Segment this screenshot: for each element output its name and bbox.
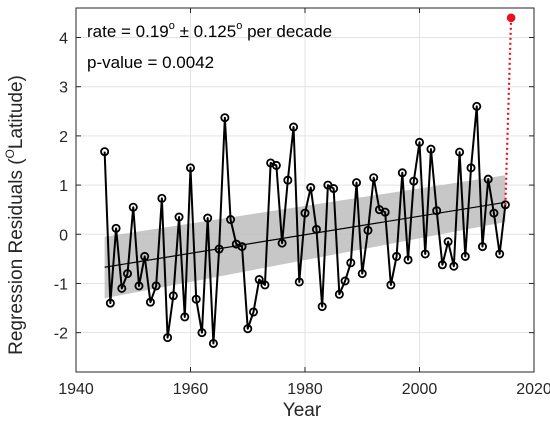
residual-point: [157, 193, 167, 203]
residual-point: [472, 101, 482, 111]
rate-sup-1: o: [169, 20, 175, 32]
x-tick-label: 1980: [287, 381, 323, 398]
residual-point: [380, 207, 390, 217]
highlight-series: [504, 13, 516, 205]
residual-point: [220, 113, 230, 123]
residual-point: [386, 280, 396, 290]
residual-point: [283, 175, 293, 185]
residual-point: [477, 242, 487, 252]
x-tick-label: 1940: [58, 381, 94, 398]
residual-point: [455, 147, 465, 157]
residual-point: [495, 249, 505, 259]
residual-point: [432, 206, 442, 216]
residual-point: [203, 213, 213, 223]
residual-point: [334, 289, 344, 299]
residual-point: [420, 249, 430, 259]
residual-point: [369, 173, 379, 183]
residual-point: [260, 280, 270, 290]
rate-sup-2: o: [236, 20, 242, 32]
residual-point: [329, 184, 339, 194]
residual-point: [163, 333, 173, 343]
residual-point: [357, 269, 367, 279]
residual-point: [437, 260, 447, 270]
x-axis-title: Year: [283, 400, 322, 421]
residual-point: [208, 338, 218, 348]
residual-point: [340, 276, 350, 286]
y-tick-label: 1: [59, 178, 68, 195]
residual-point: [100, 147, 110, 157]
axis-ticks: 1940 1960 1980 2000 2020 -2 -1 0 1 2 3 4: [54, 8, 550, 398]
residual-point: [197, 328, 207, 338]
rate-pm: ± 0.125: [175, 22, 236, 41]
residual-point: [168, 291, 178, 301]
residual-point: [311, 224, 321, 234]
y-tick-label: -2: [54, 326, 68, 343]
residual-point: [111, 223, 121, 233]
residual-point: [409, 176, 419, 186]
residual-point: [443, 237, 453, 247]
residual-point: [483, 174, 493, 184]
residual-point: [254, 275, 264, 285]
residual-point: [403, 255, 413, 265]
y-tick-label: 4: [59, 31, 68, 48]
residual-point: [397, 168, 407, 178]
rate-prefix: rate = 0.19: [87, 22, 169, 41]
y-axis-title-tail: Latitude): [6, 75, 27, 149]
residual-series: [100, 101, 510, 348]
residual-point: [145, 297, 155, 307]
rate-suffix: per decade: [242, 22, 332, 41]
pvalue-annotation: p-value = 0.0042: [87, 53, 214, 72]
y-tick-label: 2: [59, 129, 68, 146]
x-tick-label: 1960: [173, 381, 209, 398]
residual-point: [134, 281, 144, 291]
residual-point: [466, 163, 476, 173]
residual-point: [414, 137, 424, 147]
residual-point: [123, 269, 133, 279]
residual-point: [180, 312, 190, 322]
residual-point: [248, 307, 258, 317]
residual-point: [460, 251, 470, 261]
residual-point: [237, 242, 247, 252]
residual-point: [363, 225, 373, 235]
residual-point: [306, 183, 316, 193]
residual-point: [105, 298, 115, 308]
residual-point: [346, 258, 356, 268]
y-tick-label: -1: [54, 276, 68, 293]
highlight-point: [506, 13, 516, 23]
residual-point: [226, 215, 236, 225]
residual-point: [294, 277, 304, 287]
x-tick-label: 2000: [402, 381, 438, 398]
residual-point: [277, 238, 287, 248]
residual-point: [489, 208, 499, 218]
y-tick-label: 3: [59, 80, 68, 97]
rate-annotation: rate = 0.19o ± 0.125o per decade: [87, 20, 332, 41]
y-axis-title-main: Regression Residuals (: [6, 158, 27, 355]
y-axis-title-sup: O: [3, 149, 17, 158]
residual-point: [449, 261, 459, 271]
residual-point: [289, 122, 299, 132]
residual-point: [185, 163, 195, 173]
residual-point: [392, 251, 402, 261]
residual-point: [352, 178, 362, 188]
residual-point: [271, 160, 281, 170]
residual-point: [214, 244, 224, 254]
residual-point: [128, 202, 138, 212]
residual-point: [117, 283, 127, 293]
residual-point: [151, 281, 161, 291]
residual-point: [140, 251, 150, 261]
residual-point: [243, 324, 253, 334]
residual-point: [300, 208, 310, 218]
residual-point: [191, 294, 201, 304]
residual-line: [103, 105, 507, 345]
highlight-connector: [504, 17, 513, 205]
y-axis-title: Regression Residuals (OLatitude): [3, 75, 27, 355]
residual-point: [426, 144, 436, 154]
residual-point: [500, 200, 510, 210]
residual-point: [317, 302, 327, 312]
y-tick-label: 0: [59, 227, 68, 244]
x-tick-label: 2020: [516, 381, 550, 398]
residual-point: [174, 212, 184, 222]
